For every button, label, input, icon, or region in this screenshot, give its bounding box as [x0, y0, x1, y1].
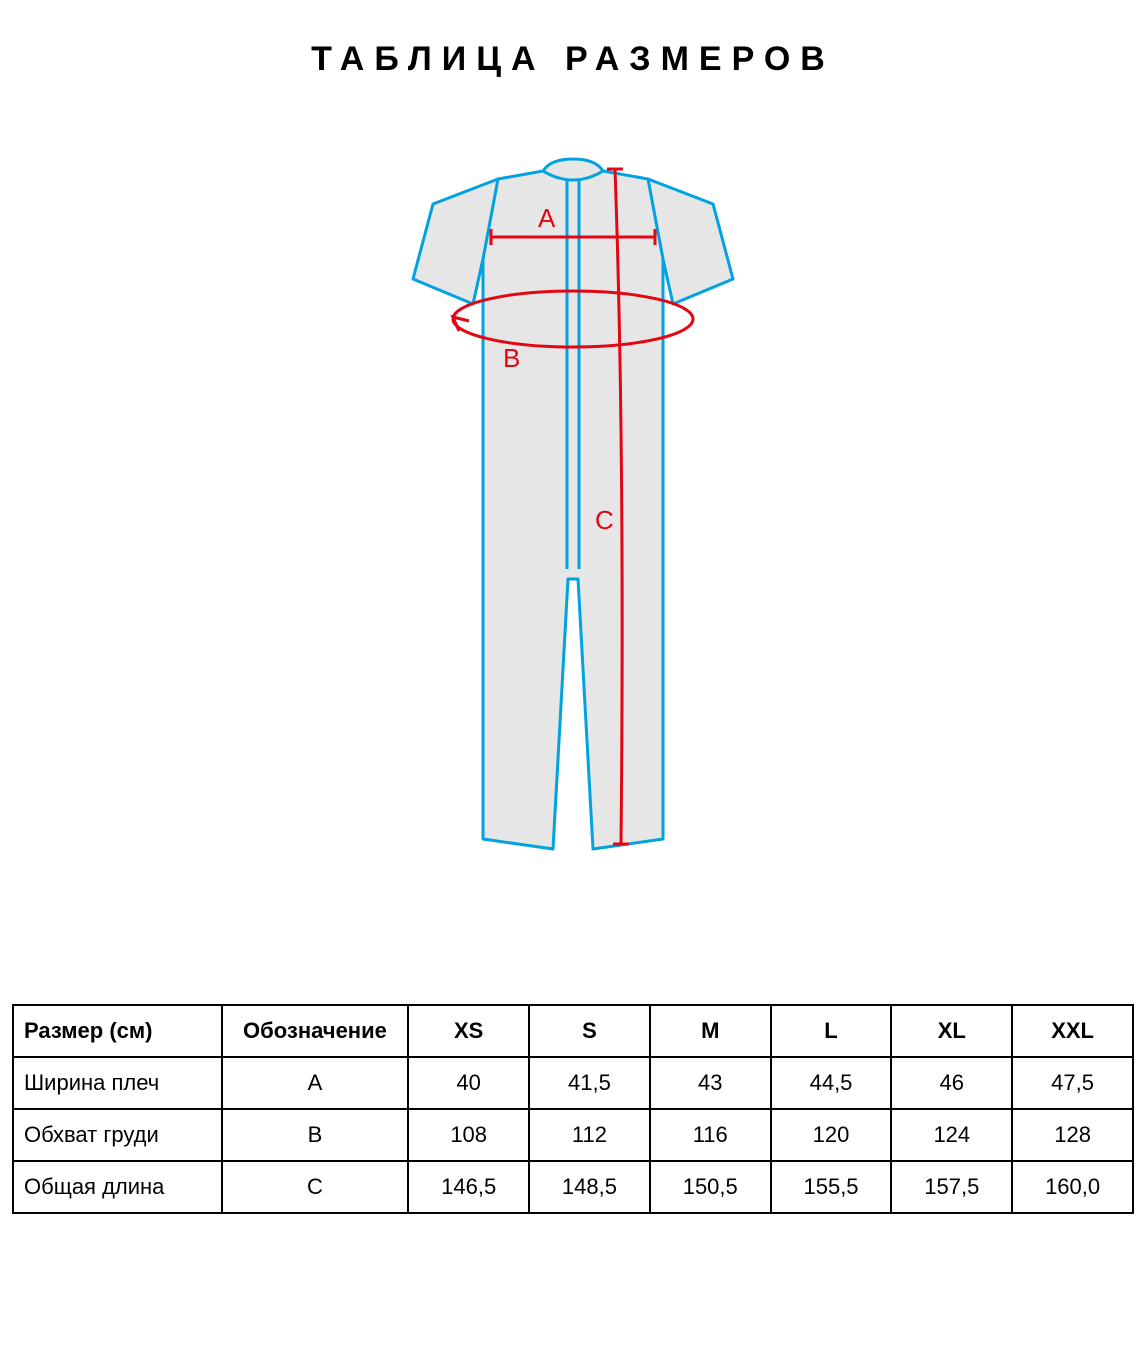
cell: 160,0 [1012, 1161, 1133, 1213]
garment-outline [413, 159, 733, 849]
table-row: Общая длина C 146,5 148,5 150,5 155,5 15… [13, 1161, 1133, 1213]
measure-label-c: C [595, 505, 614, 535]
row-label: Обхват груди [13, 1109, 222, 1161]
cell: 146,5 [408, 1161, 529, 1213]
measure-label-a: A [538, 203, 556, 233]
cell: 112 [529, 1109, 650, 1161]
cell: 124 [891, 1109, 1012, 1161]
size-table: Размер (см) Обозначение XS S M L XL XXL … [12, 1004, 1134, 1214]
cell: 44,5 [771, 1057, 892, 1109]
cell: 108 [408, 1109, 529, 1161]
cell: 116 [650, 1109, 771, 1161]
col-mark-header: Обозначение [222, 1005, 409, 1057]
size-col-xxl: XXL [1012, 1005, 1133, 1057]
col-size-header: Размер (см) [13, 1005, 222, 1057]
cell: 41,5 [529, 1057, 650, 1109]
page-title: ТАБЛИЦА РАЗМЕРОВ [0, 40, 1146, 79]
page: ТАБЛИЦА РАЗМЕРОВ A [0, 0, 1146, 1356]
table-row: Обхват груди B 108 112 116 120 124 128 [13, 1109, 1133, 1161]
garment-diagram: A B C [0, 149, 1146, 874]
row-mark: A [222, 1057, 409, 1109]
cell: 148,5 [529, 1161, 650, 1213]
table-row: Ширина плеч A 40 41,5 43 44,5 46 47,5 [13, 1057, 1133, 1109]
size-col-s: S [529, 1005, 650, 1057]
cell: 128 [1012, 1109, 1133, 1161]
size-col-xs: XS [408, 1005, 529, 1057]
size-col-l: L [771, 1005, 892, 1057]
row-mark: C [222, 1161, 409, 1213]
table-header-row: Размер (см) Обозначение XS S M L XL XXL [13, 1005, 1133, 1057]
cell: 47,5 [1012, 1057, 1133, 1109]
cell: 40 [408, 1057, 529, 1109]
cell: 43 [650, 1057, 771, 1109]
cell: 120 [771, 1109, 892, 1161]
garment-svg: A B C [363, 149, 783, 869]
cell: 150,5 [650, 1161, 771, 1213]
cell: 46 [891, 1057, 1012, 1109]
cell: 157,5 [891, 1161, 1012, 1213]
row-label: Общая длина [13, 1161, 222, 1213]
measure-label-b: B [503, 343, 520, 373]
size-col-m: M [650, 1005, 771, 1057]
cell: 155,5 [771, 1161, 892, 1213]
size-col-xl: XL [891, 1005, 1012, 1057]
row-mark: B [222, 1109, 409, 1161]
row-label: Ширина плеч [13, 1057, 222, 1109]
